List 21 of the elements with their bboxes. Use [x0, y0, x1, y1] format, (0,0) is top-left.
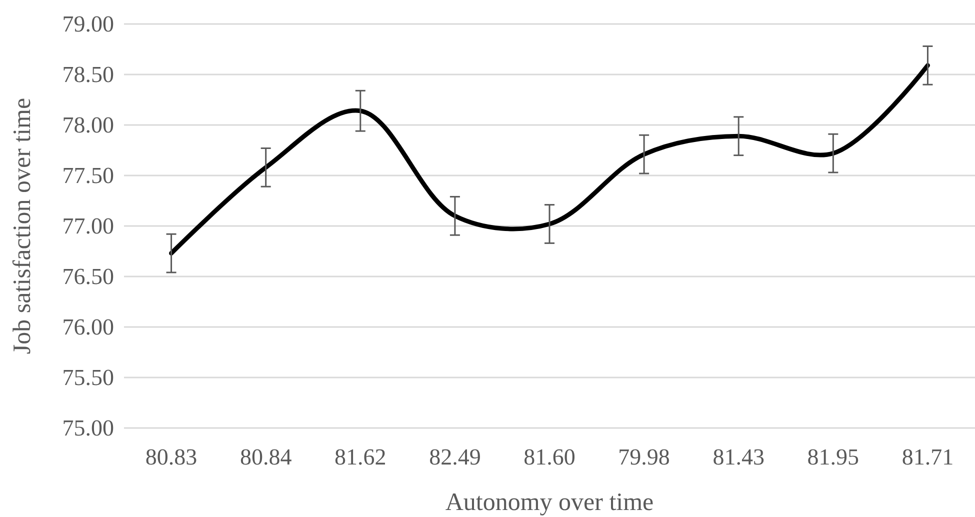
y-tick-label: 76.00	[62, 314, 114, 340]
x-axis-title: Autonomy over time	[445, 489, 654, 516]
line-series	[169, 63, 930, 256]
y-tick-label: 78.00	[62, 112, 114, 138]
y-tick-label: 79.00	[62, 11, 114, 36]
x-tick-label: 80.83	[145, 444, 198, 470]
x-tick-label: 81.62	[334, 444, 386, 470]
y-tick-label: 75.50	[62, 364, 114, 390]
y-axis-title: Job satisfaction over time	[9, 98, 36, 354]
y-tick-label: 75.00	[62, 415, 114, 440]
y-tick-label: 78.50	[62, 62, 114, 87]
x-tick-label: 79.98	[618, 444, 670, 470]
x-tick-label: 82.49	[429, 444, 481, 470]
x-tick-label: 81.60	[524, 444, 576, 470]
y-tick-label: 77.00	[62, 213, 114, 238]
y-tick-label: 76.50	[62, 264, 114, 289]
x-tick-label: 81.95	[807, 444, 860, 470]
x-tick-label: 81.71	[902, 444, 954, 470]
y-tick-label: 77.50	[62, 162, 114, 188]
x-tick-label: 80.84	[240, 444, 292, 470]
x-tick-label: 81.43	[712, 444, 764, 470]
